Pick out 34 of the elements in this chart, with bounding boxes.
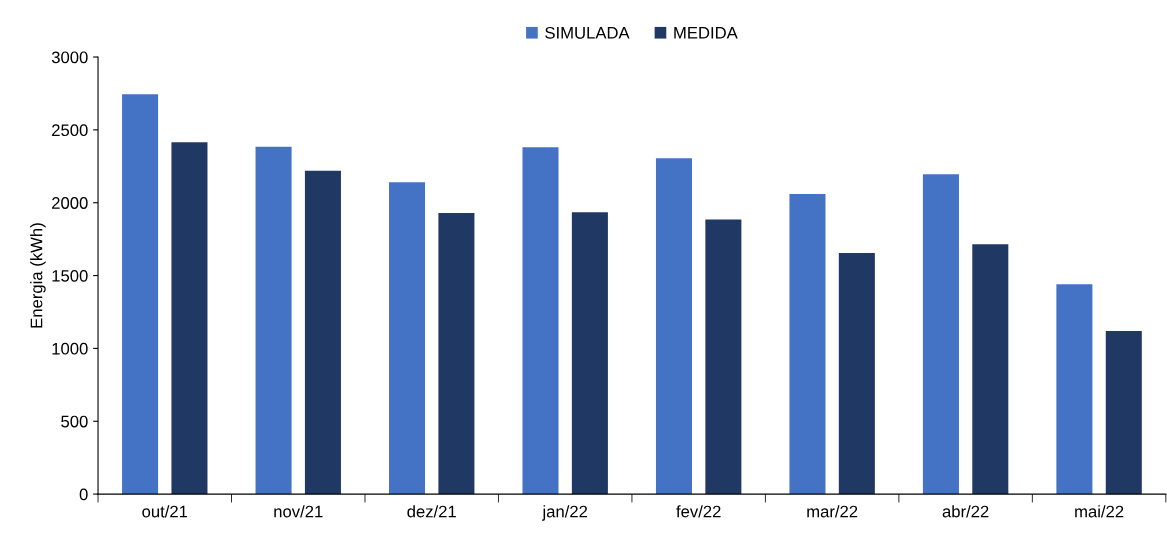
y-tick-label: 1500 <box>52 269 88 282</box>
bar <box>655 158 692 495</box>
bar <box>1056 284 1093 495</box>
x-tick-label: nov/21 <box>274 505 323 518</box>
y-tick-label: 2000 <box>52 197 88 209</box>
y-tick-label: 500 <box>61 415 88 428</box>
bar <box>571 212 608 495</box>
x-tick-label: mar/22 <box>807 505 858 518</box>
bar <box>522 147 559 495</box>
y-tick-label: 2500 <box>52 124 88 137</box>
y-tick-label: 3000 <box>51 51 88 64</box>
y-axis-title: Energia (kWh) <box>30 223 46 328</box>
y-tick-label: 0 <box>79 488 88 501</box>
bar <box>972 244 1009 495</box>
legend-label: MEDIDA <box>674 27 738 39</box>
bar <box>789 193 826 495</box>
x-tick-label: fev/22 <box>676 505 721 518</box>
x-tick-label: abr/22 <box>942 505 989 518</box>
legend-label: SIMULADA <box>545 26 630 39</box>
bar <box>171 142 208 495</box>
y-tick-label: 1000 <box>52 342 88 355</box>
bar <box>922 174 959 495</box>
bar <box>838 252 875 495</box>
x-tick-label: mai/22 <box>1075 505 1124 518</box>
x-tick-label: out/21 <box>142 505 188 518</box>
bar <box>304 170 341 495</box>
bar <box>389 182 426 495</box>
bar <box>705 219 742 495</box>
bar <box>122 94 159 495</box>
x-tick-label: jan/22 <box>542 505 588 521</box>
x-tick-label: dez/21 <box>407 505 456 518</box>
bar <box>255 146 292 495</box>
bar <box>438 212 475 495</box>
bar <box>1105 330 1142 495</box>
